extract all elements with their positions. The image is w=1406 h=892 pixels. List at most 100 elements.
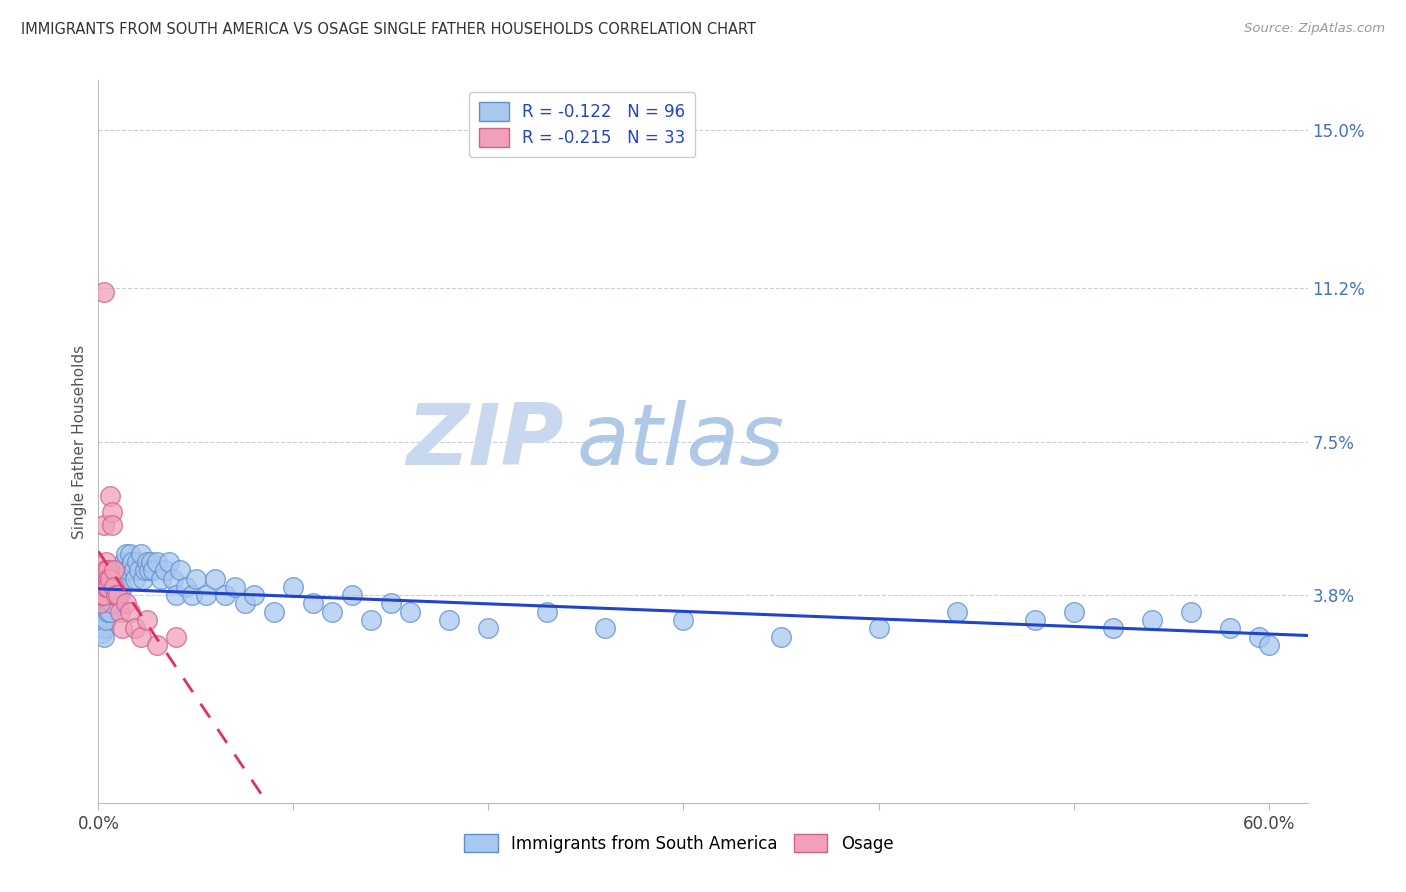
- Point: [165, 588, 187, 602]
- Point: [101, 505, 124, 519]
- Point: [97, 580, 120, 594]
- Point: [103, 588, 125, 602]
- Point: [91, 625, 114, 640]
- Point: [108, 588, 131, 602]
- Point: [96, 563, 118, 577]
- Point: [162, 572, 184, 586]
- Point: [184, 572, 207, 586]
- Point: [224, 580, 246, 594]
- Point: [139, 555, 162, 569]
- Point: [93, 613, 115, 627]
- Point: [97, 572, 120, 586]
- Point: [104, 588, 127, 602]
- Point: [477, 621, 499, 635]
- Point: [1063, 605, 1085, 619]
- Point: [134, 563, 156, 577]
- Point: [146, 555, 169, 569]
- Point: [97, 563, 120, 577]
- Point: [169, 563, 191, 577]
- Point: [103, 580, 125, 594]
- Point: [157, 555, 180, 569]
- Point: [89, 588, 111, 602]
- Point: [146, 638, 169, 652]
- Point: [101, 597, 124, 611]
- Point: [96, 588, 118, 602]
- Point: [96, 597, 118, 611]
- Point: [89, 613, 111, 627]
- Point: [108, 563, 131, 577]
- Point: [107, 588, 129, 602]
- Point: [107, 572, 129, 586]
- Point: [1140, 613, 1163, 627]
- Point: [181, 588, 204, 602]
- Point: [93, 597, 115, 611]
- Point: [302, 597, 325, 611]
- Point: [98, 588, 121, 602]
- Point: [101, 563, 124, 577]
- Point: [97, 597, 120, 611]
- Point: [91, 609, 114, 624]
- Point: [233, 597, 256, 611]
- Point: [101, 517, 124, 532]
- Point: [97, 572, 120, 586]
- Point: [89, 597, 111, 611]
- Point: [131, 547, 153, 561]
- Legend: Immigrants from South America, Osage: Immigrants from South America, Osage: [457, 828, 900, 860]
- Point: [97, 580, 120, 594]
- Point: [114, 547, 136, 561]
- Point: [91, 597, 114, 611]
- Point: [98, 605, 121, 619]
- Point: [104, 588, 127, 602]
- Point: [103, 563, 125, 577]
- Text: IMMIGRANTS FROM SOUTH AMERICA VS OSAGE SINGLE FATHER HOUSEHOLDS CORRELATION CHAR: IMMIGRANTS FROM SOUTH AMERICA VS OSAGE S…: [21, 22, 756, 37]
- Point: [104, 580, 127, 594]
- Point: [103, 572, 125, 586]
- Point: [121, 555, 143, 569]
- Point: [91, 617, 114, 632]
- Point: [98, 580, 121, 594]
- Point: [142, 563, 165, 577]
- Point: [243, 588, 266, 602]
- Point: [97, 588, 120, 602]
- Point: [96, 555, 118, 569]
- Point: [536, 605, 558, 619]
- Point: [360, 613, 382, 627]
- Point: [101, 572, 124, 586]
- Point: [1024, 613, 1046, 627]
- Point: [595, 621, 617, 635]
- Point: [93, 621, 115, 635]
- Point: [118, 605, 141, 619]
- Point: [93, 605, 115, 619]
- Point: [93, 630, 115, 644]
- Point: [439, 613, 461, 627]
- Text: Source: ZipAtlas.com: Source: ZipAtlas.com: [1244, 22, 1385, 36]
- Point: [111, 580, 134, 594]
- Point: [1219, 621, 1241, 635]
- Point: [214, 588, 236, 602]
- Text: atlas: atlas: [576, 400, 785, 483]
- Point: [114, 597, 136, 611]
- Point: [98, 572, 121, 586]
- Point: [174, 580, 197, 594]
- Point: [96, 580, 118, 594]
- Point: [868, 621, 890, 635]
- Point: [118, 547, 141, 561]
- Point: [1247, 630, 1270, 644]
- Point: [108, 605, 131, 619]
- Point: [117, 563, 139, 577]
- Point: [138, 563, 160, 577]
- Point: [165, 630, 187, 644]
- Point: [122, 563, 145, 577]
- Point: [93, 563, 115, 577]
- Point: [124, 572, 146, 586]
- Point: [96, 613, 118, 627]
- Point: [98, 597, 121, 611]
- Point: [101, 580, 124, 594]
- Point: [103, 580, 125, 594]
- Point: [132, 572, 155, 586]
- Point: [107, 580, 129, 594]
- Point: [93, 588, 115, 602]
- Point: [93, 285, 115, 299]
- Point: [945, 605, 967, 619]
- Point: [194, 588, 217, 602]
